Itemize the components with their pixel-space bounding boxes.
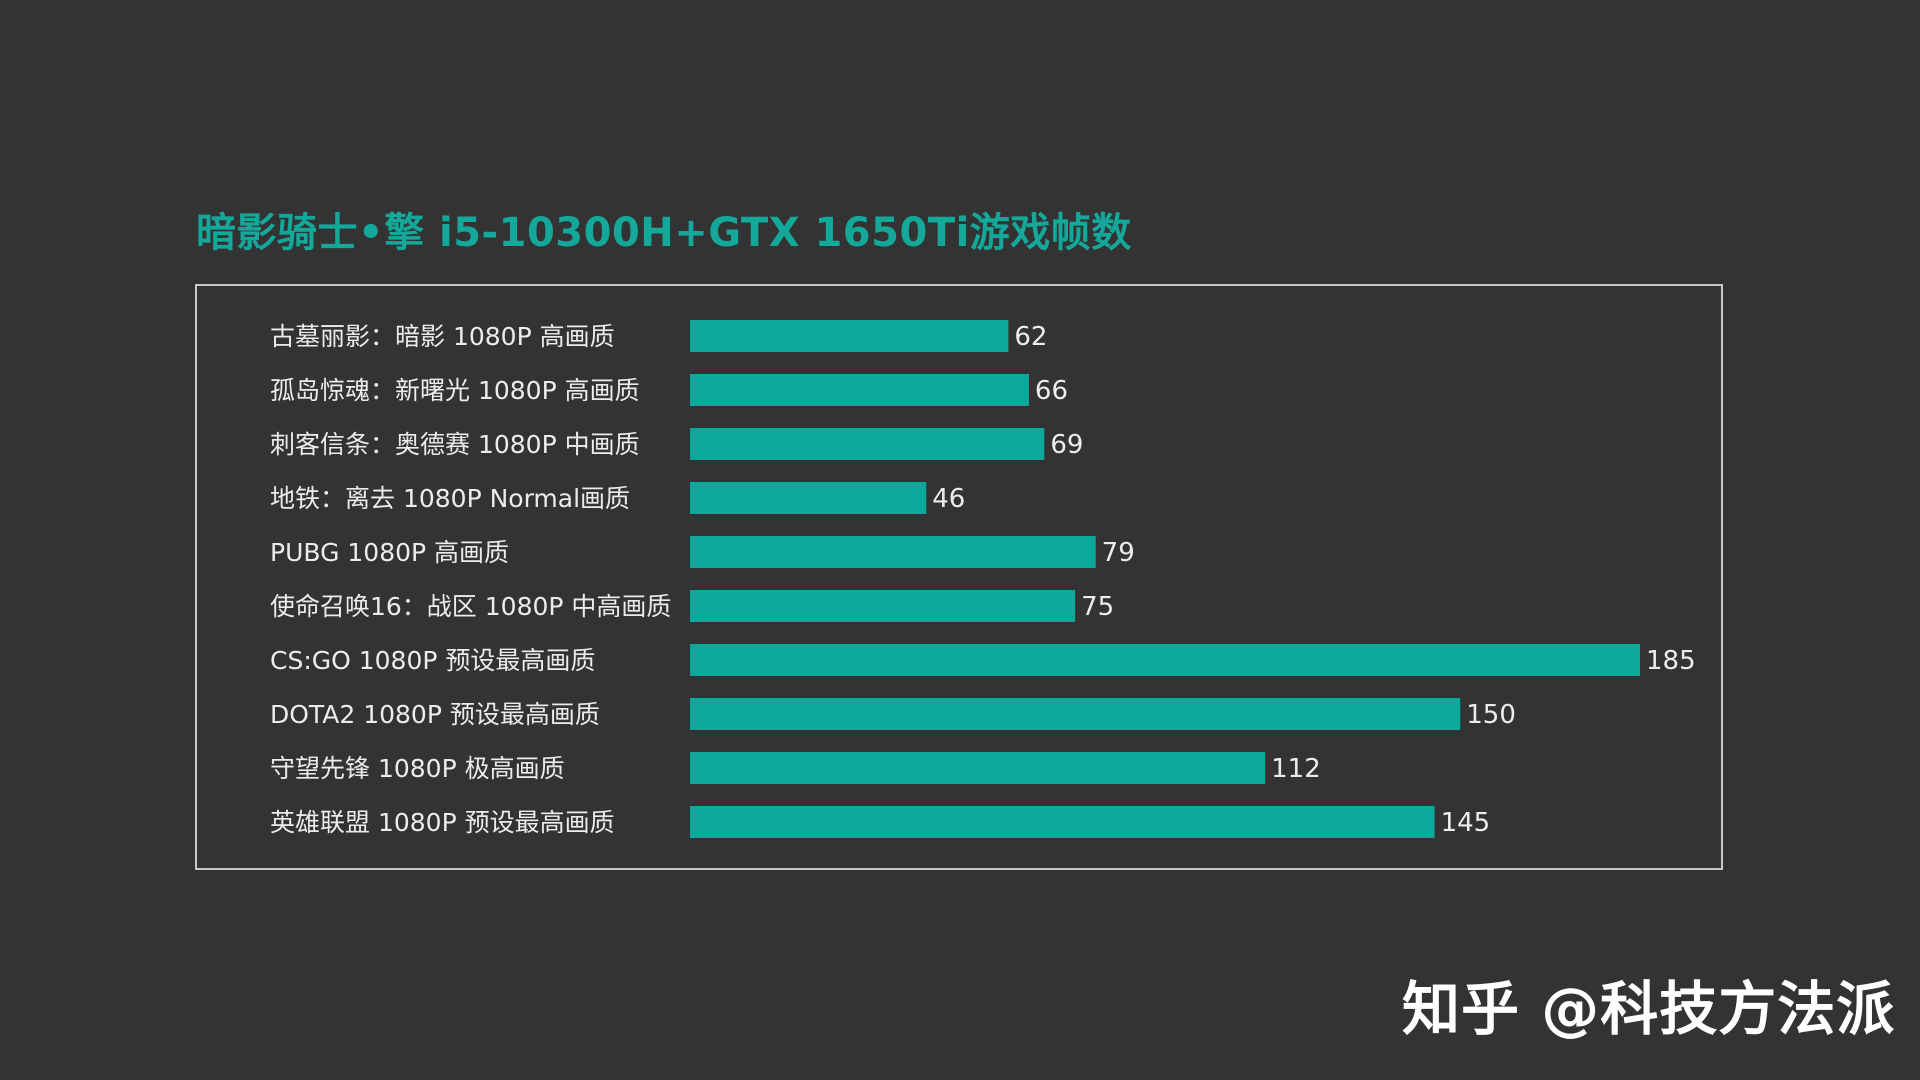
bar [690,536,1096,568]
value-label: 62 [1014,322,1047,352]
value-label: 150 [1466,700,1516,730]
bar [690,428,1045,460]
bar [690,806,1435,838]
chart-title: 暗影骑士•擎 i5-10300H+GTX 1650Ti游戏帧数 [196,210,1132,256]
category-label: 古墓丽影：暗影 1080P 高画质 [270,322,615,351]
bars [690,320,1640,838]
value-label: 185 [1646,646,1696,676]
category-label: 刺客信条：奥德赛 1080P 中画质 [270,430,640,459]
value-label: 66 [1035,376,1068,406]
category-label: DOTA2 1080P 预设最高画质 [270,700,600,729]
category-label: PUBG 1080P 高画质 [270,538,509,567]
category-label: 地铁：离去 1080P Normal画质 [270,484,630,513]
value-label: 145 [1441,808,1491,838]
category-label: CS:GO 1080P 预设最高画质 [270,646,595,675]
bar [690,752,1266,784]
category-label: 守望先锋 1080P 极高画质 [270,754,565,783]
value-label: 75 [1081,592,1114,622]
value-label: 112 [1271,754,1321,784]
value-labels: 62 66 69 46 79 75 185 150 112 145 [932,322,1695,838]
value-label: 69 [1050,430,1083,460]
bar [690,698,1461,730]
value-label: 46 [932,484,965,514]
chart-frame [195,284,1723,870]
value-label: 79 [1102,538,1135,568]
bar [690,374,1029,406]
bar [690,482,927,514]
category-label: 使命召唤16：战区 1080P 中高画质 [270,592,671,621]
category-label: 英雄联盟 1080P 预设最高画质 [270,808,615,837]
category-label: 孤岛惊魂：新曙光 1080P 高画质 [270,376,640,405]
watermark: 知乎 @科技方法派 [1402,975,1896,1043]
bar [690,590,1076,622]
bar [690,320,1009,352]
bar [690,644,1640,676]
